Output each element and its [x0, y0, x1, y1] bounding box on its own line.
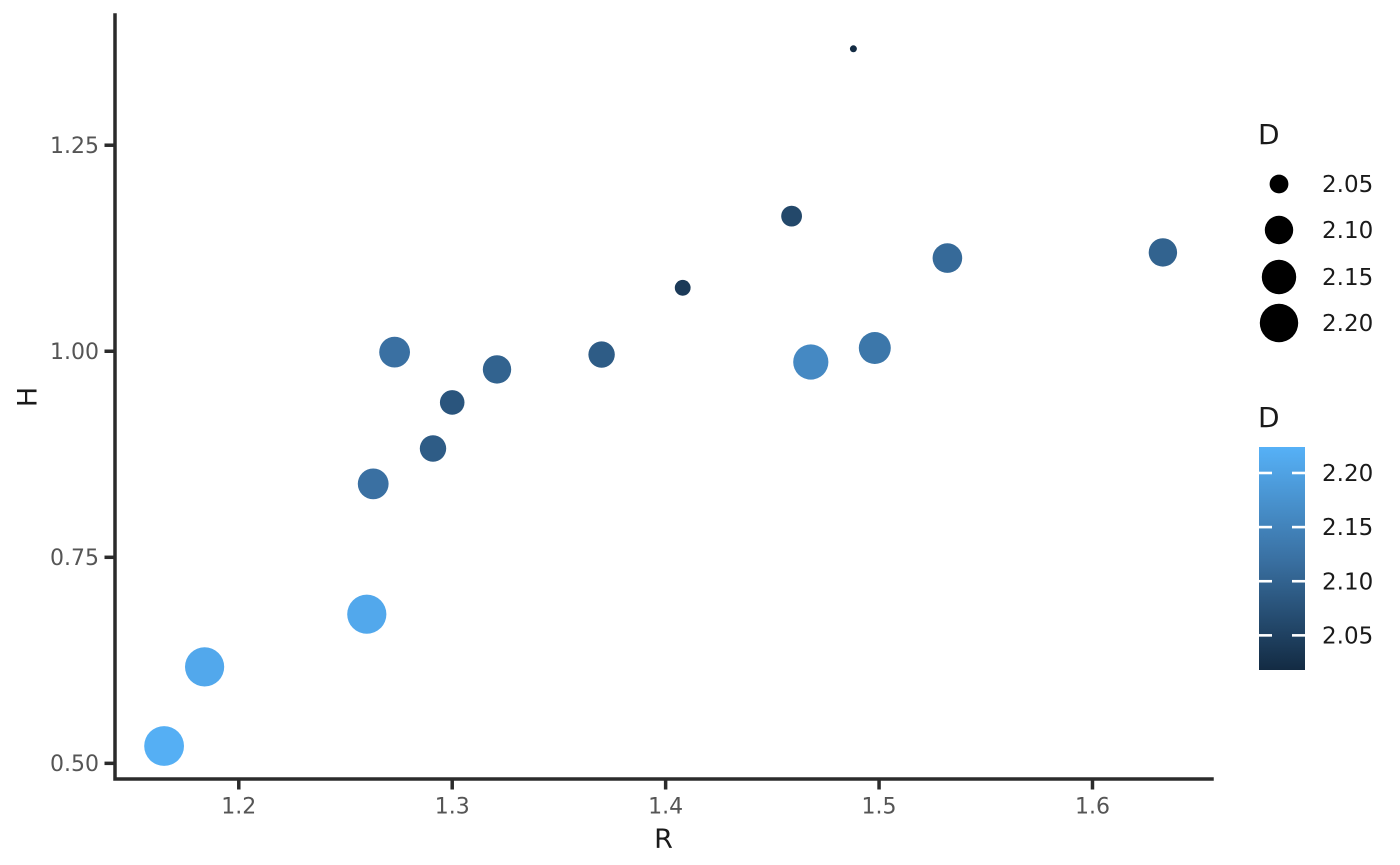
size-legend-label: 2.05: [1322, 172, 1373, 198]
x-axis-title: R: [654, 824, 673, 855]
size-legend-glyph: [1264, 215, 1294, 245]
size-legend-glyph: [1261, 259, 1297, 295]
data-point: [849, 45, 857, 53]
x-tick-label: 1.2: [221, 795, 256, 820]
y-tick-label: 0.50: [50, 752, 99, 777]
data-point: [674, 279, 691, 296]
colorbar: [1259, 447, 1305, 670]
data-point: [144, 726, 185, 766]
size-legend-glyph: [1259, 303, 1299, 343]
x-tick-label: 1.5: [862, 795, 897, 820]
color-legend-label: 2.15: [1322, 515, 1373, 541]
y-tick-label: 0.75: [50, 546, 99, 571]
data-point: [185, 647, 225, 687]
data-point: [419, 435, 447, 462]
data-point: [793, 344, 829, 380]
data-point: [379, 336, 410, 368]
y-tick-label: 1.25: [50, 134, 99, 159]
data-point: [439, 390, 465, 415]
color-legend-title: D: [1258, 401, 1280, 434]
data-point: [482, 355, 512, 384]
data-point: [357, 468, 389, 500]
x-tick-label: 1.4: [648, 795, 683, 820]
color-legend-label: 2.05: [1322, 623, 1373, 649]
x-tick-label: 1.6: [1075, 795, 1110, 820]
size-legend-glyph: [1269, 174, 1289, 194]
x-tick-label: 1.3: [435, 795, 470, 820]
data-point: [858, 332, 891, 364]
size-legend-label: 2.15: [1322, 265, 1373, 291]
y-tick-label: 1.00: [50, 340, 99, 365]
axis-lines: [113, 13, 1214, 781]
color-legend-label: 2.10: [1322, 569, 1373, 595]
size-legend-title: D: [1258, 118, 1280, 151]
size-legend-label: 2.10: [1322, 218, 1373, 244]
data-point: [588, 341, 615, 368]
data-point: [347, 594, 387, 634]
size-legend-label: 2.20: [1322, 311, 1373, 337]
y-axis-title: H: [12, 387, 43, 407]
data-point: [932, 243, 963, 273]
color-legend-label: 2.20: [1322, 461, 1373, 487]
data-point: [781, 205, 802, 227]
data-point: [1148, 238, 1178, 267]
